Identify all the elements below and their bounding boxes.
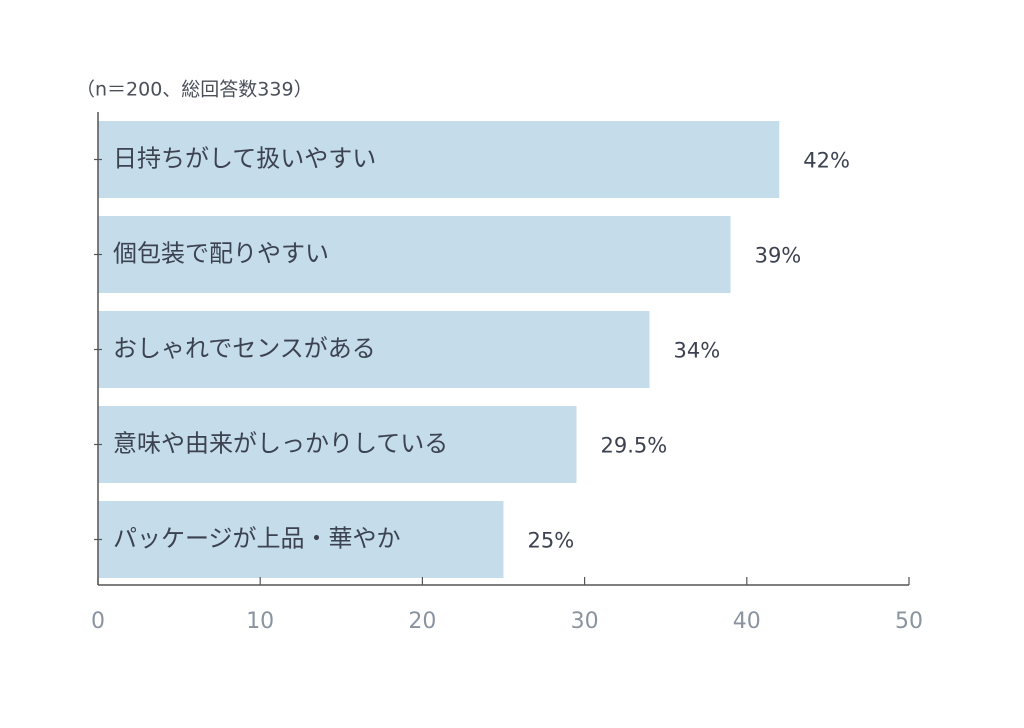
value-label: 39% xyxy=(755,244,802,268)
value-label: 25% xyxy=(528,529,575,553)
bar xyxy=(98,216,731,293)
x-tick-label: 30 xyxy=(571,609,599,634)
category-label: パッケージが上品・華やか xyxy=(113,525,401,553)
category-label: 個包装で配りやすい xyxy=(113,240,329,268)
value-label: 42% xyxy=(803,149,850,173)
category-label: 意味や由来がしっかりしている xyxy=(113,430,448,458)
bar xyxy=(98,121,780,198)
x-tick-label: 10 xyxy=(246,609,274,634)
value-label: 34% xyxy=(673,339,720,363)
bar xyxy=(98,406,577,483)
x-tick-label: 40 xyxy=(733,609,761,634)
value-label: 29.5% xyxy=(600,434,667,458)
x-tick-label: 50 xyxy=(895,609,923,634)
bar xyxy=(98,311,650,388)
x-tick-label: 0 xyxy=(91,609,105,634)
category-label: 日持ちがして扱いやすい xyxy=(113,145,376,173)
x-tick-label: 20 xyxy=(408,609,436,634)
bar xyxy=(98,501,504,578)
category-label: おしゃれでセンスがある xyxy=(113,335,376,363)
chart-subtitle: （n＝200、総回答数339） xyxy=(76,79,313,101)
